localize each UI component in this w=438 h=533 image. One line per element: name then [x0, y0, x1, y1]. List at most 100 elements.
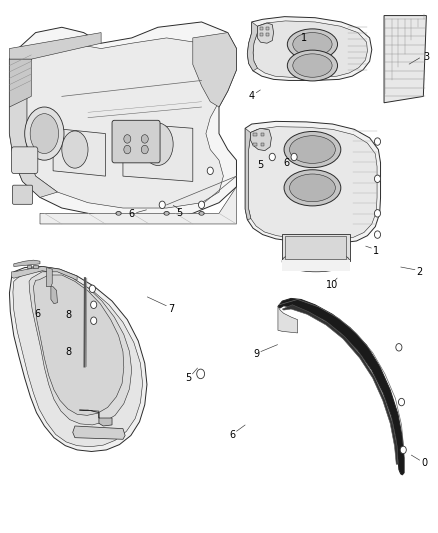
- Bar: [286, 236, 346, 259]
- Text: 0: 0: [421, 458, 427, 468]
- Polygon shape: [27, 38, 223, 208]
- Ellipse shape: [164, 212, 169, 215]
- Bar: [253, 143, 257, 146]
- Circle shape: [197, 369, 205, 378]
- Text: 1: 1: [373, 246, 379, 255]
- Ellipse shape: [287, 50, 338, 81]
- Bar: [283, 260, 350, 271]
- Polygon shape: [193, 33, 237, 107]
- Bar: [27, 265, 31, 268]
- Text: 4: 4: [249, 91, 255, 101]
- Circle shape: [124, 135, 131, 143]
- Polygon shape: [247, 22, 258, 71]
- Ellipse shape: [25, 107, 64, 160]
- Circle shape: [374, 175, 381, 182]
- Polygon shape: [10, 22, 237, 219]
- Text: 9: 9: [253, 349, 259, 359]
- Polygon shape: [283, 233, 350, 261]
- Text: 10: 10: [326, 280, 339, 290]
- Circle shape: [374, 231, 381, 238]
- Bar: [260, 27, 263, 30]
- Bar: [253, 133, 257, 136]
- Circle shape: [198, 201, 205, 208]
- Text: 5: 5: [185, 373, 191, 383]
- Polygon shape: [40, 187, 237, 224]
- Polygon shape: [251, 128, 272, 151]
- Ellipse shape: [143, 123, 173, 165]
- Polygon shape: [13, 271, 143, 447]
- Polygon shape: [258, 23, 274, 43]
- Ellipse shape: [282, 251, 350, 272]
- Circle shape: [399, 398, 405, 406]
- Polygon shape: [123, 123, 193, 181]
- Polygon shape: [283, 305, 398, 464]
- Polygon shape: [253, 21, 367, 77]
- Polygon shape: [278, 306, 297, 333]
- Ellipse shape: [284, 132, 341, 167]
- Circle shape: [124, 146, 131, 154]
- Text: 5: 5: [177, 208, 183, 219]
- Polygon shape: [384, 15, 426, 103]
- Ellipse shape: [30, 114, 59, 154]
- Text: 2: 2: [417, 267, 423, 277]
- Circle shape: [141, 135, 148, 143]
- Polygon shape: [249, 127, 377, 239]
- Text: 6: 6: [35, 309, 41, 319]
- Circle shape: [91, 301, 97, 309]
- Polygon shape: [33, 275, 124, 415]
- Text: 6: 6: [284, 158, 290, 168]
- Text: 8: 8: [65, 310, 71, 320]
- Circle shape: [374, 138, 381, 146]
- Text: 6: 6: [229, 430, 235, 440]
- Circle shape: [374, 209, 381, 217]
- Circle shape: [291, 154, 297, 161]
- Circle shape: [207, 167, 213, 174]
- Ellipse shape: [199, 212, 204, 215]
- Bar: [261, 143, 265, 146]
- Polygon shape: [51, 287, 57, 304]
- Circle shape: [141, 146, 148, 154]
- Polygon shape: [247, 17, 372, 80]
- Polygon shape: [278, 298, 404, 475]
- Polygon shape: [10, 49, 57, 197]
- Ellipse shape: [290, 136, 336, 164]
- Polygon shape: [10, 59, 31, 107]
- Text: 7: 7: [168, 304, 174, 314]
- Polygon shape: [14, 260, 40, 266]
- Polygon shape: [10, 266, 147, 451]
- Text: 6: 6: [129, 209, 135, 220]
- Circle shape: [396, 344, 402, 351]
- Ellipse shape: [290, 174, 336, 201]
- Polygon shape: [245, 128, 251, 220]
- Circle shape: [89, 285, 95, 293]
- FancyBboxPatch shape: [12, 185, 32, 204]
- Bar: [266, 33, 269, 36]
- Polygon shape: [10, 33, 101, 59]
- Bar: [33, 265, 38, 268]
- Ellipse shape: [293, 54, 332, 77]
- Text: 8: 8: [65, 346, 71, 357]
- Text: 1: 1: [301, 33, 307, 43]
- Circle shape: [269, 154, 276, 161]
- Ellipse shape: [293, 33, 332, 56]
- Circle shape: [159, 201, 165, 208]
- FancyBboxPatch shape: [12, 147, 38, 173]
- Polygon shape: [53, 128, 106, 176]
- Polygon shape: [46, 268, 52, 287]
- FancyBboxPatch shape: [112, 120, 160, 163]
- Ellipse shape: [284, 169, 341, 206]
- Polygon shape: [73, 426, 125, 439]
- Polygon shape: [29, 272, 132, 425]
- Bar: [261, 133, 265, 136]
- Text: 3: 3: [424, 52, 429, 61]
- Polygon shape: [12, 266, 77, 280]
- Bar: [266, 27, 269, 30]
- Polygon shape: [245, 122, 381, 243]
- Ellipse shape: [287, 29, 338, 60]
- Ellipse shape: [62, 131, 88, 168]
- Bar: [260, 33, 263, 36]
- Polygon shape: [79, 410, 112, 426]
- Text: 5: 5: [258, 160, 264, 171]
- Circle shape: [91, 317, 97, 325]
- Circle shape: [400, 446, 406, 454]
